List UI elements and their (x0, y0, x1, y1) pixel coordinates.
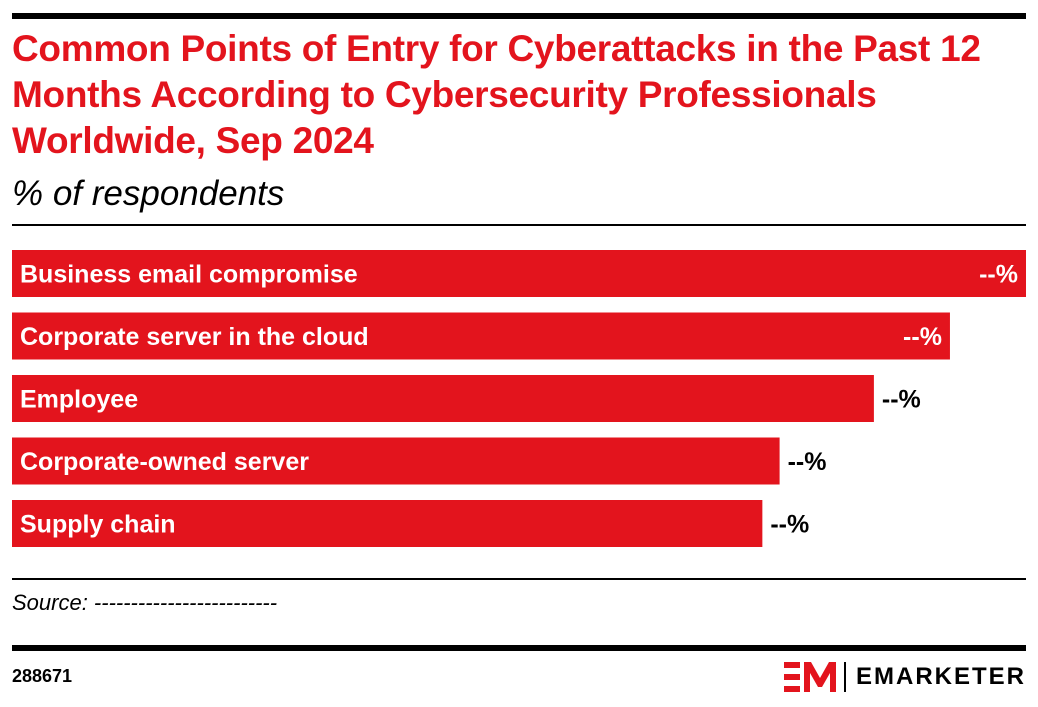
source-note: Source: ------------------------- (12, 590, 278, 615)
bar-value-label: --% (770, 511, 809, 539)
bar-category-label: Business email compromise (20, 261, 358, 289)
bar-category-label: Supply chain (20, 511, 176, 539)
bar-chart-svg: Business email compromise --% Corporate se… (12, 250, 1026, 547)
source-rule (12, 578, 1026, 580)
bar (12, 500, 763, 547)
bar (12, 250, 1026, 297)
bar-value-label: --% (882, 386, 921, 414)
chart-title: Common Points of Entry for Cyberattacks … (12, 28, 981, 161)
bar-category-label: Corporate server in the cloud (20, 323, 369, 351)
bar-value-label: --% (979, 261, 1018, 289)
brand[interactable]: EMARKETER (783, 660, 1026, 694)
bar (12, 312, 950, 360)
chart-subtitle: % of respondents (12, 174, 285, 213)
bar-category-label: Employee (20, 386, 138, 414)
brand-name: EMARKETER (855, 663, 1026, 690)
em-logo-icon (783, 662, 836, 692)
bar-value-label: --% (788, 448, 827, 476)
chart-id: 288671 (12, 666, 73, 686)
bar (12, 437, 780, 485)
bottom-rule (12, 645, 1026, 651)
bar-category-label: Corporate-owned server (20, 448, 309, 476)
bar-chart: Business email compromise --% Corporate se… (12, 250, 1026, 555)
brand-divider (843, 662, 846, 692)
top-rule (12, 13, 1026, 19)
bar-value-label: --% (903, 323, 942, 351)
subtitle-rule (12, 224, 1026, 226)
bar (12, 375, 874, 422)
